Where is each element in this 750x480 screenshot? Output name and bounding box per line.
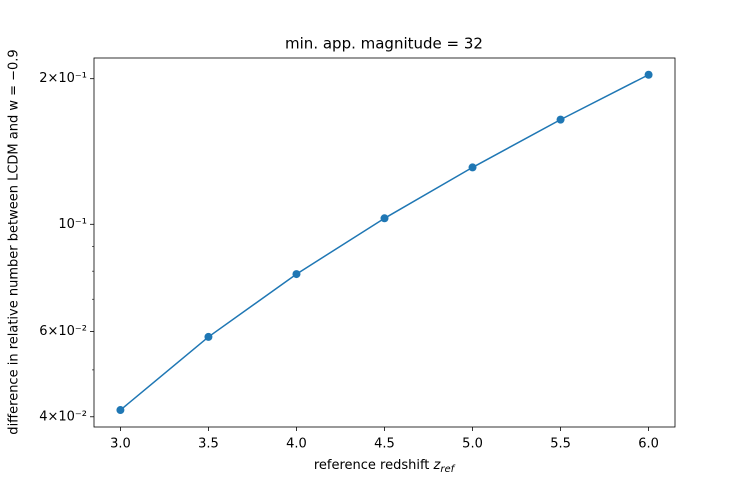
x-label-text: reference redshift [314,458,430,473]
x-tick-label: 4.0 [286,437,307,452]
x-tick-label: 3.0 [110,437,131,452]
point [468,163,477,172]
y-axis-label: difference in relative number between LC… [7,49,22,434]
x-tick-label: 5.0 [462,437,483,452]
y-tick-label: 6×10⁻² [39,324,87,339]
point [116,406,125,415]
point [556,115,565,124]
y-tick-label: 2×10⁻¹ [39,71,87,86]
point [644,70,653,79]
x-label-subscript: ref [440,464,455,475]
x-tick-label: 4.5 [374,437,395,452]
chart-title: min. app. magnitude = 32 [285,35,483,53]
point [204,332,213,341]
y-tick-label: 10⁻¹ [58,217,87,232]
x-axis-label: reference redshift zref [314,458,456,476]
x-tick-label: 3.5 [198,437,219,452]
x-tick-label: 6.0 [638,437,659,452]
y-tick-label: 4×10⁻² [39,409,87,424]
x-tick-label: 5.5 [550,437,571,452]
point [292,270,301,279]
x-label-symbol: z [433,458,442,473]
point [380,214,389,223]
plot-frame [93,57,676,428]
